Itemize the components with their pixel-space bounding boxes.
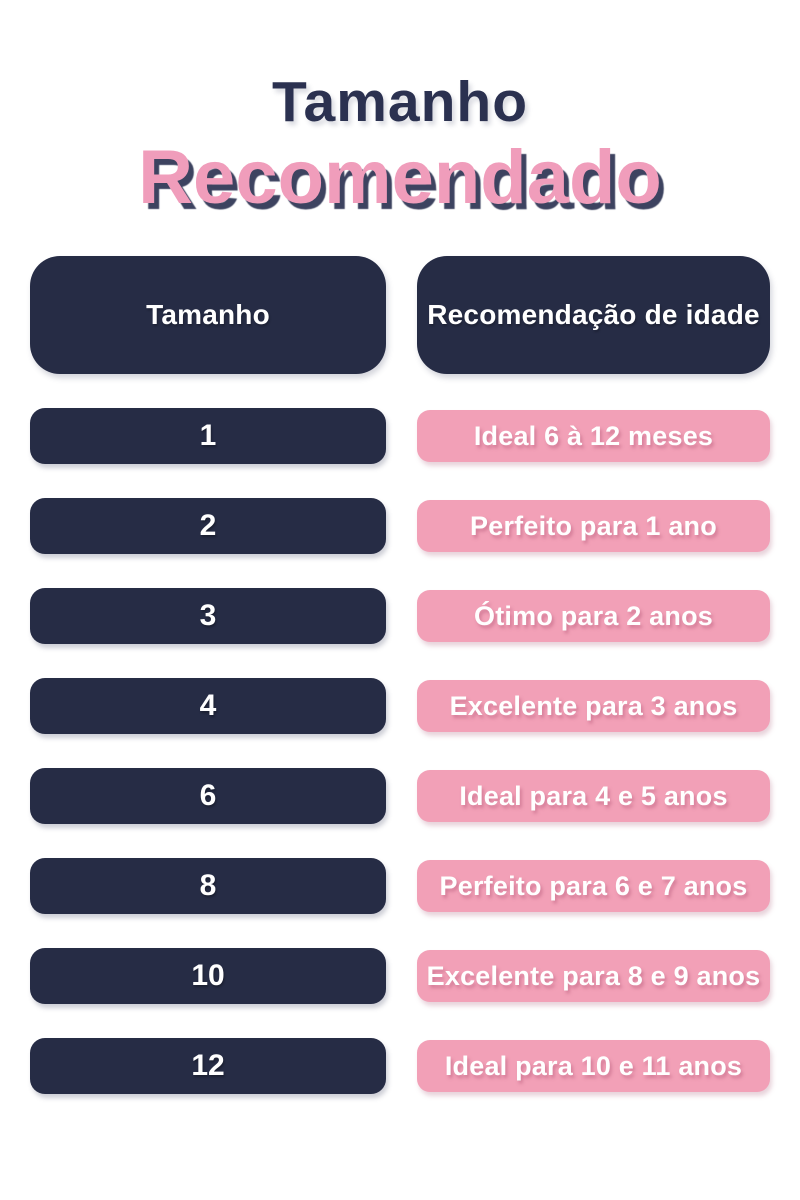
- size-cell: 2: [30, 498, 386, 554]
- title-line-1: Tamanho: [271, 70, 529, 134]
- title-line-2: Recomendado: [138, 135, 662, 220]
- recommendation-cell: Excelente para 3 anos: [417, 680, 770, 732]
- size-value: 2: [199, 509, 217, 542]
- table-row: 6 Ideal para 4 e 5 anos: [0, 768, 800, 824]
- recommendation-value: Ótimo para 2 anos: [474, 600, 713, 631]
- recommendation-value: Ideal 6 à 12 meses: [473, 420, 714, 451]
- size-cell: 6: [30, 768, 386, 824]
- size-value: 4: [199, 689, 217, 722]
- size-value: 1: [199, 419, 217, 452]
- size-cell: 3: [30, 588, 386, 644]
- size-value: 10: [191, 959, 225, 992]
- size-cell: 8: [30, 858, 386, 914]
- recommendation-cell: Perfeito para 1 ano: [417, 500, 770, 552]
- size-cell: 4: [30, 678, 386, 734]
- header-size-column: Tamanho: [30, 256, 386, 374]
- recommendation-value: Ideal para 10 e 11 anos: [444, 1050, 743, 1081]
- table-row: 3 Ótimo para 2 anos: [0, 588, 800, 644]
- table-row: 2 Perfeito para 1 ano: [0, 498, 800, 554]
- header-recommendation-column: Recomendação de idade: [417, 256, 770, 374]
- size-value: 8: [199, 869, 217, 902]
- recommendation-cell: Excelente para 8 e 9 anos: [417, 950, 770, 1002]
- page-title: Tamanho Recomendado: [0, 74, 800, 216]
- size-cell: 12: [30, 1038, 386, 1094]
- size-cell: 1: [30, 408, 386, 464]
- size-table-rows: 1 Ideal 6 à 12 meses 2 Perfeito para 1 a…: [0, 408, 800, 1094]
- recommendation-cell: Ideal para 4 e 5 anos: [417, 770, 770, 822]
- recommendation-value: Perfeito para 1 ano: [470, 510, 717, 541]
- recommendation-cell: Ótimo para 2 anos: [417, 590, 770, 642]
- size-cell: 10: [30, 948, 386, 1004]
- recommendation-value: Excelente para 8 e 9 anos: [426, 960, 761, 991]
- recommendation-cell: Ideal para 10 e 11 anos: [417, 1040, 770, 1092]
- size-value: 6: [199, 779, 217, 812]
- table-row: 12 Ideal para 10 e 11 anos: [0, 1038, 800, 1094]
- table-row: 1 Ideal 6 à 12 meses: [0, 408, 800, 464]
- table-row: 10 Excelente para 8 e 9 anos: [0, 948, 800, 1004]
- size-value: 3: [199, 599, 217, 632]
- table-row: 8 Perfeito para 6 e 7 anos: [0, 858, 800, 914]
- recommendation-value: Excelente para 3 anos: [449, 690, 738, 721]
- header-size-label: Tamanho: [146, 299, 270, 330]
- recommendation-value: Perfeito para 6 e 7 anos: [439, 870, 748, 901]
- table-row: 4 Excelente para 3 anos: [0, 678, 800, 734]
- size-value: 12: [191, 1049, 225, 1082]
- header-recommendation-label: Recomendação de idade: [427, 299, 760, 330]
- recommendation-cell: Perfeito para 6 e 7 anos: [417, 860, 770, 912]
- recommendation-value: Ideal para 4 e 5 anos: [459, 780, 728, 811]
- recommendation-cell: Ideal 6 à 12 meses: [417, 410, 770, 462]
